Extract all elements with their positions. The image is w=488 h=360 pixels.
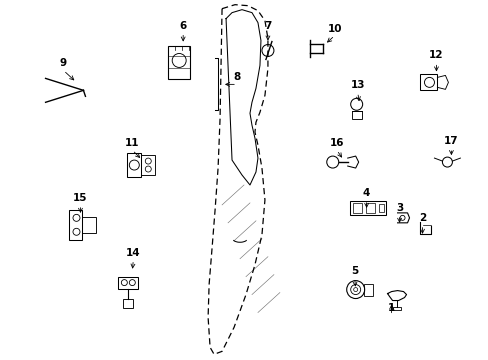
Text: 12: 12 bbox=[428, 50, 443, 60]
Text: 15: 15 bbox=[73, 193, 87, 203]
Text: 10: 10 bbox=[327, 23, 341, 33]
Bar bbox=[419, 75, 437, 90]
Bar bbox=[392, 306, 400, 310]
Bar bbox=[141, 155, 155, 175]
Bar bbox=[349, 201, 385, 215]
Text: 17: 17 bbox=[443, 136, 458, 146]
Text: 14: 14 bbox=[126, 248, 141, 258]
Text: 2: 2 bbox=[418, 213, 425, 223]
Bar bbox=[363, 284, 372, 296]
Bar bbox=[365, 203, 374, 213]
Text: 11: 11 bbox=[125, 138, 139, 148]
Text: 3: 3 bbox=[395, 203, 403, 213]
Bar bbox=[351, 111, 361, 119]
Bar bbox=[168, 45, 190, 80]
Bar bbox=[378, 204, 383, 212]
Bar bbox=[123, 298, 133, 307]
Text: 8: 8 bbox=[233, 72, 240, 82]
Text: 9: 9 bbox=[60, 58, 67, 68]
Bar bbox=[82, 217, 96, 233]
Text: 1: 1 bbox=[387, 303, 394, 314]
Text: 4: 4 bbox=[362, 188, 369, 198]
Text: 16: 16 bbox=[329, 138, 343, 148]
Bar bbox=[118, 276, 138, 289]
Bar bbox=[68, 210, 82, 240]
Text: 6: 6 bbox=[179, 21, 186, 31]
Bar bbox=[127, 153, 141, 177]
Text: 13: 13 bbox=[350, 80, 364, 90]
Bar bbox=[352, 203, 361, 213]
Text: 5: 5 bbox=[350, 266, 358, 276]
Text: 7: 7 bbox=[264, 21, 271, 31]
